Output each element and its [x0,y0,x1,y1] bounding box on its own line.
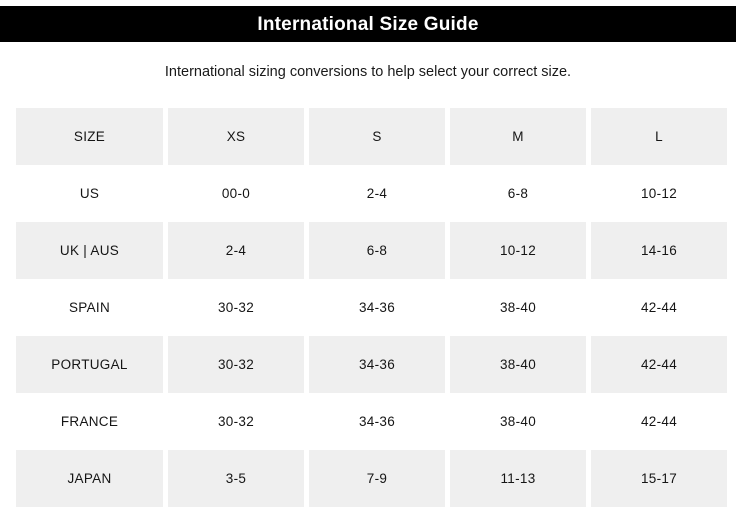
table-cell: 10-12 [450,222,586,279]
table-cell: 3-5 [168,450,304,507]
column-header-size: SIZE [16,108,163,165]
size-table-body: SIZE XS S M L US 00-0 2-4 6-8 10-12 UK | AUS 2-4 6-8… [16,108,727,507]
row-header-label: US [16,165,163,222]
row-header-label: PORTUGAL [16,336,163,393]
table-cell: 38-40 [450,336,586,393]
table-cell: 34-36 [309,393,445,450]
row-header-label: JAPAN [16,450,163,507]
page-subtitle: International sizing conversions to help… [164,63,572,80]
table-cell: 34-36 [309,279,445,336]
table-cell: 6-8 [450,165,586,222]
table-row: PORTUGAL 30-32 34-36 38-40 42-44 [16,336,727,393]
column-header-cell: L [591,108,727,165]
subtitle-container: International sizing conversions to help… [0,58,736,86]
table-cell: 10-12 [591,165,727,222]
table-cell: 42-44 [591,279,727,336]
table-row: JAPAN 3-5 7-9 11-13 15-17 [16,450,727,507]
table-row: US 00-0 2-4 6-8 10-12 [16,165,727,222]
table-cell: 11-13 [450,450,586,507]
table-row: UK | AUS 2-4 6-8 10-12 14-16 [16,222,727,279]
column-header-cell: M [450,108,586,165]
row-header-label: UK | AUS [16,222,163,279]
column-header-cell: S [309,108,445,165]
table-cell: 30-32 [168,279,304,336]
table-cell: 38-40 [450,279,586,336]
table-cell: 42-44 [591,393,727,450]
table-cell: 34-36 [309,336,445,393]
table-cell: 6-8 [309,222,445,279]
table-cell: 7-9 [309,450,445,507]
table-cell: 30-32 [168,336,304,393]
table-row: FRANCE 30-32 34-36 38-40 42-44 [16,393,727,450]
table-header-row: SIZE XS S M L [16,108,727,165]
table-row: SPAIN 30-32 34-36 38-40 42-44 [16,279,727,336]
table-cell: 2-4 [168,222,304,279]
row-header-label: FRANCE [16,393,163,450]
table-cell: 14-16 [591,222,727,279]
table-cell: 42-44 [591,336,727,393]
column-header-cell: XS [168,108,304,165]
table-cell: 00-0 [168,165,304,222]
page-title: International Size Guide [257,13,479,35]
table-cell: 2-4 [309,165,445,222]
table-cell: 15-17 [591,450,727,507]
table-cell: 30-32 [168,393,304,450]
page-banner: International Size Guide [0,6,736,42]
table-cell: 38-40 [450,393,586,450]
row-header-label: SPAIN [16,279,163,336]
size-conversion-table: SIZE XS S M L US 00-0 2-4 6-8 10-12 UK | AUS 2-4 6-8… [11,108,732,507]
